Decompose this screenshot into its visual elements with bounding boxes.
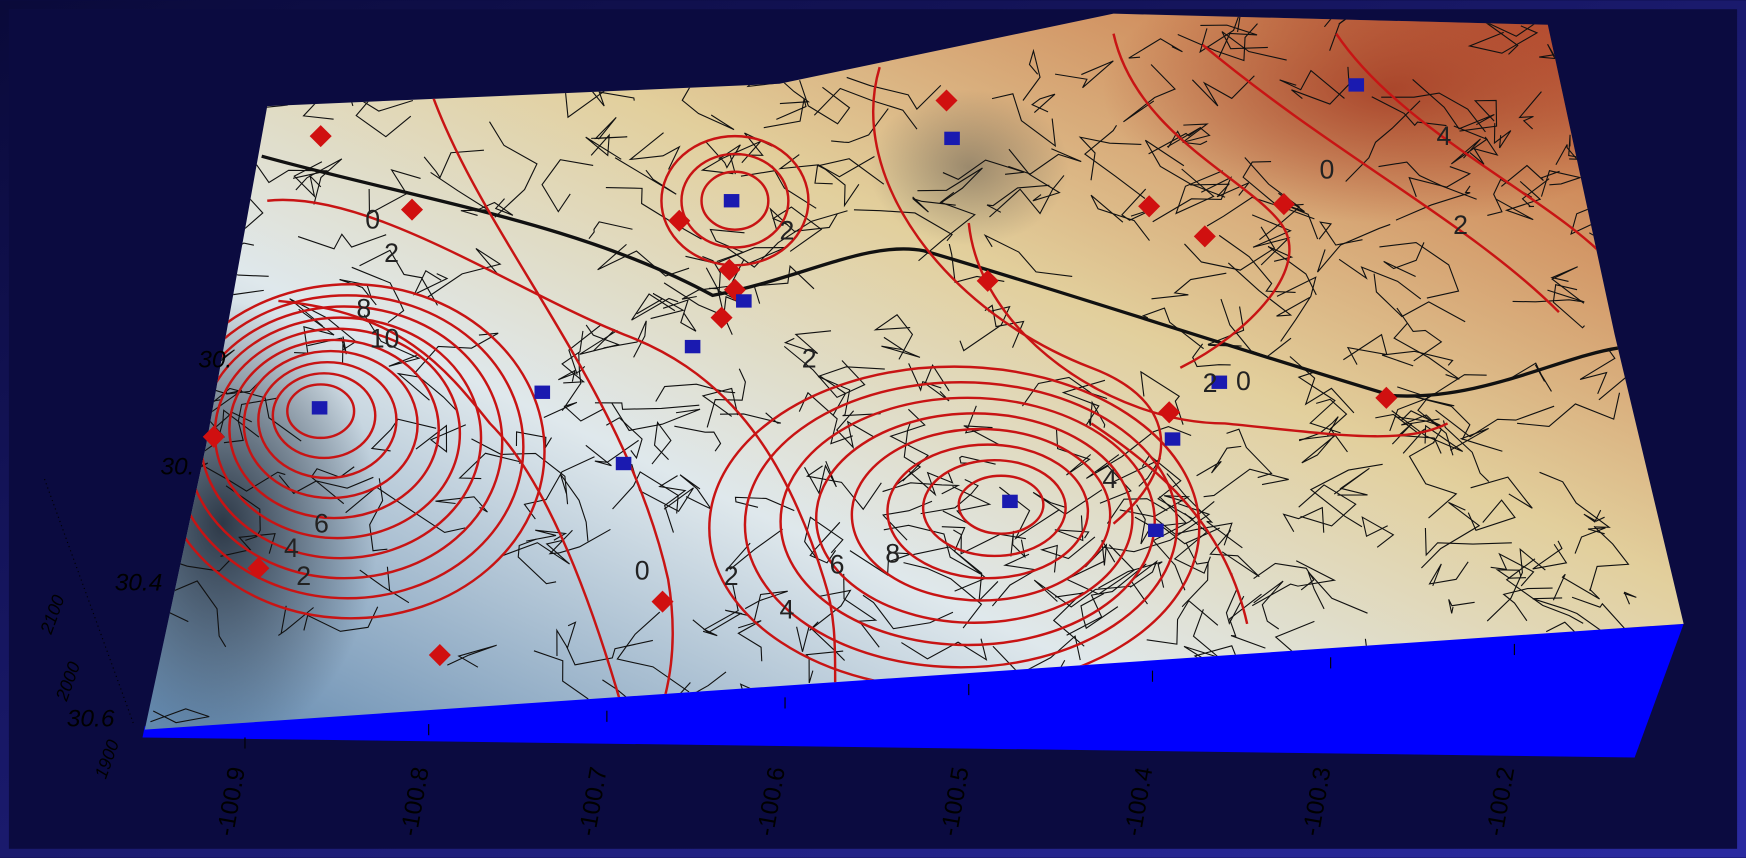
sample-blue [616,457,632,470]
contour-label: 6 [830,550,845,580]
contour-label: 2 [779,216,794,246]
sample-blue [312,401,328,414]
contour-label: 10 [370,324,400,354]
contour-label: 4 [1436,121,1451,151]
contour-label: 2 [1453,210,1468,240]
y-tick-label: 30. [160,454,194,481]
contour-label: 0 [635,555,650,585]
contour-label: 2 [802,344,817,374]
contour-label: 8 [356,294,371,324]
sample-blue [685,340,701,353]
sample-blue [944,132,960,145]
y-tick-label: 30. [198,347,232,374]
map-view: -100.9-100.8-100.7-100.6-100.5-100.4-100… [0,0,1746,858]
sample-blue [1148,524,1164,537]
contour-label: 0 [365,205,380,235]
sample-blue [724,194,740,207]
contour-label: 6 [314,509,329,539]
contour-label: 0 [1236,366,1251,396]
sample-blue [534,386,550,399]
contour-label: 2 [724,561,739,591]
contour-label: 2 [384,238,399,268]
sample-blue [1002,495,1018,508]
contour-label: 4 [779,594,794,624]
page: -100.9-100.8-100.7-100.6-100.5-100.4-100… [0,0,1746,858]
sample-blue [736,294,752,307]
valley [869,89,1069,245]
contour-label: 4 [284,533,299,563]
sample-blue [1165,432,1181,445]
contour-label: 0 [1320,154,1335,184]
contour-label: 2 [296,561,311,591]
contour-label: 2 [1203,368,1218,398]
contour-label: 8 [885,539,900,569]
contour-label: 4 [1102,464,1117,494]
sample-blue [1348,78,1364,91]
y-tick-label: 30.6 [67,705,115,732]
y-tick-label: 30.4 [115,569,163,596]
